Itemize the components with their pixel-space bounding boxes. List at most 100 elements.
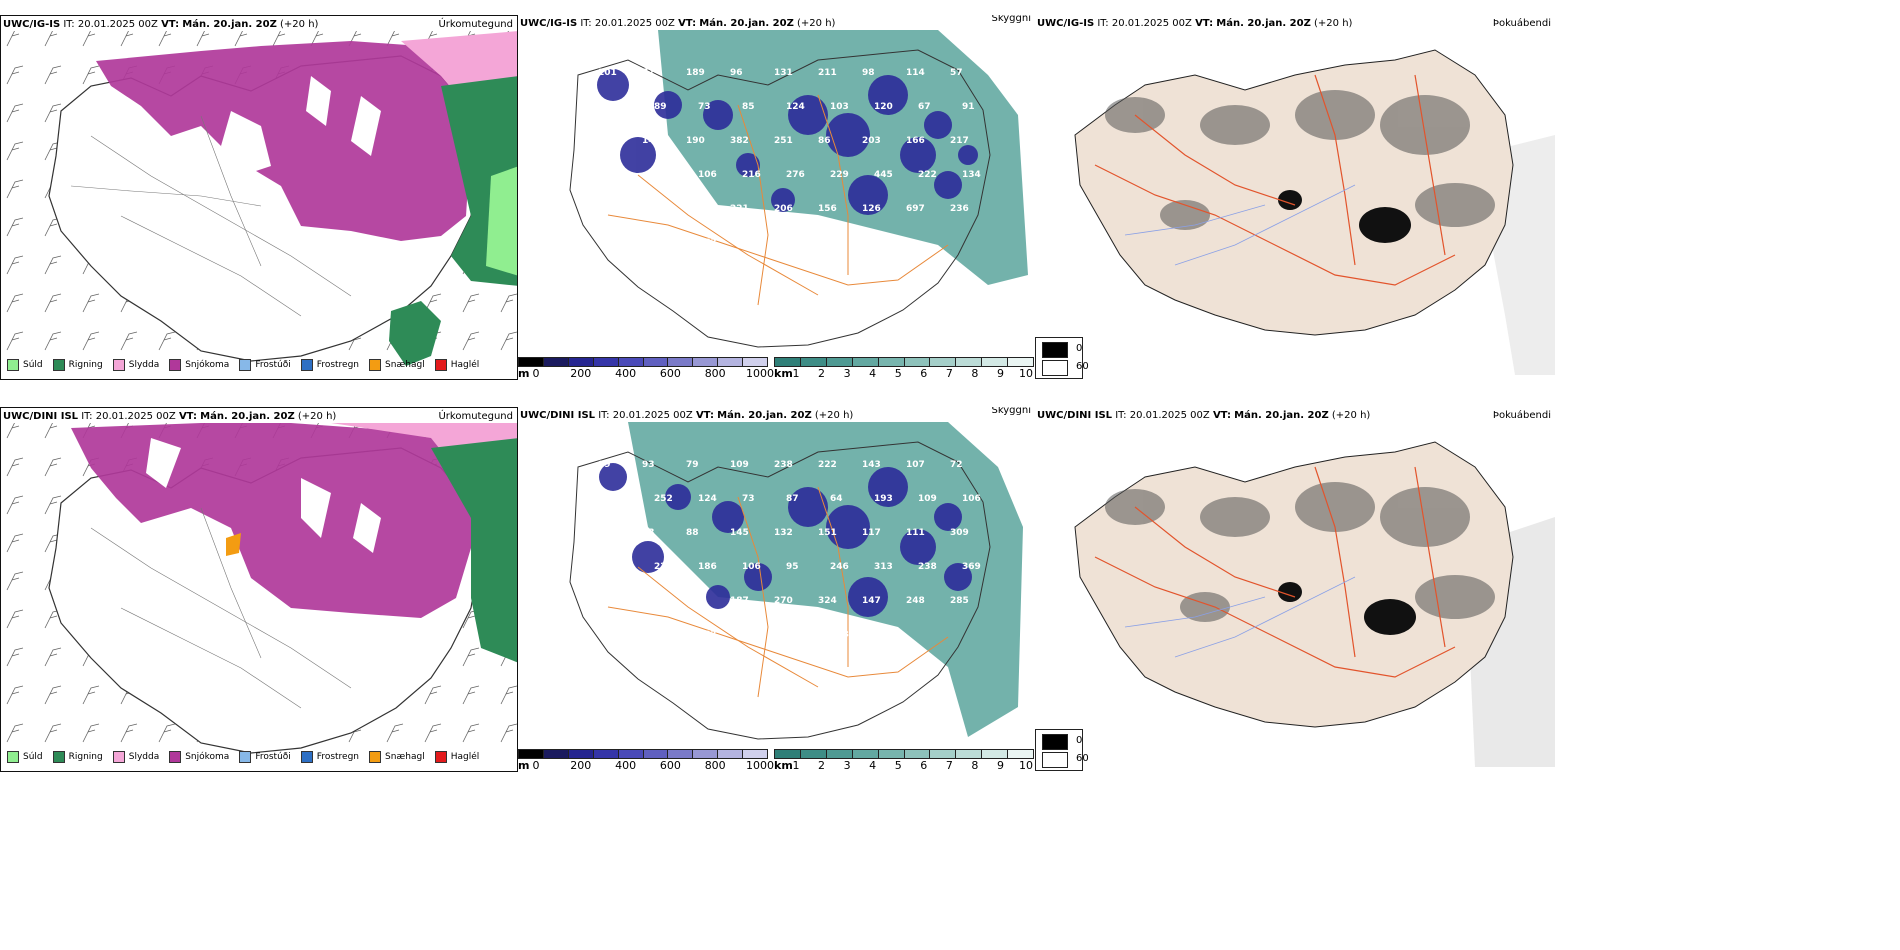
ceiling-value-label: 64 — [830, 494, 843, 504]
fog-panel-top: UWC/IG-IS IT: 20.01.2025 00Z VT: Mán. 20… — [1035, 15, 1555, 380]
ceiling-value-label: 221 — [742, 238, 761, 248]
ceiling-value-label: 114 — [786, 238, 805, 248]
panel-header: UWC/DINI ISL IT: 20.01.2025 00Z VT: Mán.… — [1037, 410, 1371, 421]
ceiling-value-label: 111 — [906, 528, 925, 538]
colorbar-segment — [775, 750, 801, 758]
legend-swatch — [239, 359, 252, 371]
colorbar-segment — [982, 358, 1009, 366]
ceiling-value-label: 166 — [598, 596, 617, 606]
legend-item: Haglél — [434, 751, 480, 763]
ceiling-value-label: 22 — [830, 238, 843, 248]
ceiling-value-label: 67 — [918, 102, 931, 112]
precip-legend: Súld Rigning Slydda Snjókoma Frostúði Frostre… — [7, 359, 479, 371]
colorbar-tick: 0 — [532, 759, 540, 772]
legend-swatch — [434, 359, 447, 371]
legend-swatch — [112, 359, 125, 371]
colorbar-segment — [800, 358, 827, 366]
colorbar-tick: 6 — [920, 367, 928, 380]
ceiling-value-label: 580 — [642, 596, 661, 606]
ceiling-value-label: 73 — [698, 102, 711, 112]
colorbar-tick: 9 — [996, 759, 1004, 772]
legend-swatch — [169, 359, 182, 371]
ceiling-value-label: 89 — [654, 102, 667, 112]
legend-swatch — [169, 751, 182, 763]
colorbar-segment — [930, 750, 957, 758]
ceiling-value-label: 221 — [730, 204, 749, 214]
colorbar-segment — [593, 750, 619, 758]
ceiling-value-label: 313 — [874, 562, 893, 572]
legend-label: Haglél — [450, 752, 480, 762]
legend-label: Snjókoma — [185, 752, 230, 762]
ceiling-value-label: 79 — [686, 460, 699, 470]
colorbar-segment — [568, 358, 594, 366]
legend-label: Haglél — [450, 360, 480, 370]
ceiling-value-label: 211 — [818, 68, 837, 78]
ceiling-value-label: 270 — [774, 596, 793, 606]
precip-type-panel-bottom: UWC/DINI ISL IT: 20.01.2025 00Z VT: Mán.… — [0, 407, 518, 772]
colorbar-tick: 800 — [704, 759, 726, 772]
ceiling-value-label: 57 — [950, 68, 963, 78]
colorbar-tick: 5 — [894, 759, 902, 772]
colorbar-segment — [568, 750, 594, 758]
legend-label: Snæhagl — [385, 752, 425, 762]
legend-swatch — [300, 751, 313, 763]
legend-label: Frostregn — [316, 360, 360, 370]
ceiling-value-label: 98 — [862, 68, 875, 78]
colorbar-tick: 200 — [570, 367, 592, 380]
colorbar-tick: 3 — [843, 759, 851, 772]
colorbar-tick: 5 — [894, 367, 902, 380]
colorbar-segment — [904, 750, 931, 758]
legend-swatch — [300, 359, 313, 371]
colorbar-segment — [878, 750, 905, 758]
legend-swatch — [52, 751, 65, 763]
ceiling-value-label: 246 — [830, 562, 849, 572]
colorbar-tick: 400 — [615, 759, 637, 772]
legend-item: Snæhagl — [369, 359, 425, 371]
ceiling-value-label: 156 — [818, 204, 837, 214]
legend-item: Rigning — [52, 359, 103, 371]
colorbar-tick: 4 — [869, 367, 877, 380]
ceiling-value-label: 101 — [598, 68, 617, 78]
ceiling-value-label: 107 — [906, 460, 925, 470]
colorbar-tick: 8 — [971, 367, 979, 380]
ceiling-value-label: 117 — [862, 528, 881, 538]
ceiling-value-label: 445 — [874, 170, 893, 180]
colorbar-segment — [878, 358, 905, 366]
colorbar-tick: 9 — [996, 367, 1004, 380]
ceiling-value-label: 109 — [918, 494, 937, 504]
ceiling-value-label: 106 — [698, 170, 717, 180]
legend-label: Slydda — [128, 752, 160, 762]
fog-legend-label: 0 — [1076, 343, 1083, 354]
ceiling-value-label: 73 — [742, 494, 755, 504]
legend-item: Frostregn — [300, 359, 360, 371]
ceiling-value-label: 114 — [906, 68, 925, 78]
ceiling-value-label: 688 — [686, 596, 705, 606]
ceiling-value-label: 88 — [686, 528, 699, 538]
ceiling-value-label: 72 — [950, 460, 963, 470]
ceiling-value-label: 158 — [830, 630, 849, 640]
ceiling-value-label: 126 — [862, 204, 881, 214]
colorbar-segment — [718, 750, 744, 758]
ceiling-value-label: 251 — [774, 136, 793, 146]
precip-type-map — [1, 31, 517, 366]
ceiling-value-label: 106 — [742, 562, 761, 572]
ceiling-value-label: 189 — [686, 68, 705, 78]
ceiling-value-label: 206 — [774, 204, 793, 214]
legend-item: Snæhagl — [369, 751, 425, 763]
ceiling-value-label: 132 — [774, 528, 793, 538]
colorbar-tick: 6 — [920, 759, 928, 772]
ceiling-value-label: 216 — [742, 170, 761, 180]
colorbar-segment — [852, 750, 879, 758]
ceiling-value-label: 222 — [818, 460, 837, 470]
fog-map — [1074, 49, 1555, 375]
colorbar-segment — [956, 358, 983, 366]
panel-title: Þokuábendi — [1492, 18, 1551, 29]
ceiling-value-label: 99 — [598, 460, 611, 470]
fog-panel-bottom: UWC/DINI ISL IT: 20.01.2025 00Z VT: Mán.… — [1035, 407, 1555, 772]
ceiling-value-label: 124 — [698, 494, 717, 504]
colorbar-segment — [693, 358, 719, 366]
ceiling-value-label: 155 — [610, 562, 629, 572]
ceiling-value-label: 85 — [786, 630, 799, 640]
panel-title: Úrkomutegund — [438, 411, 513, 422]
legend-item: Slydda — [112, 751, 160, 763]
